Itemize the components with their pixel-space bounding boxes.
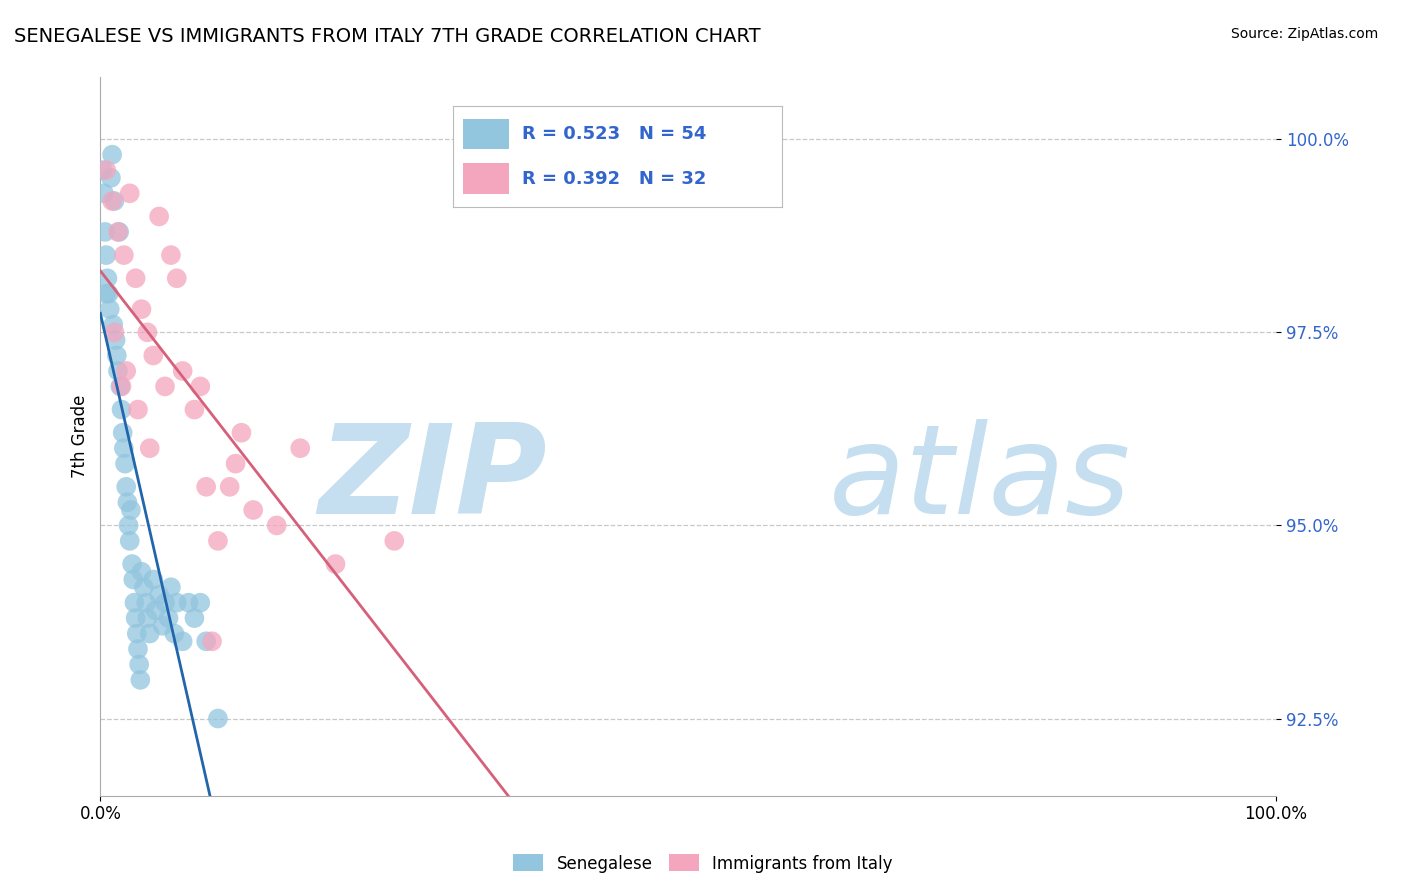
Point — [138, 441, 160, 455]
Point — [115, 480, 138, 494]
Point — [195, 480, 218, 494]
Point — [183, 611, 205, 625]
Point — [107, 225, 129, 239]
Point — [122, 573, 145, 587]
Point — [93, 186, 115, 201]
Point — [157, 611, 180, 625]
Point — [110, 379, 132, 393]
Point — [207, 712, 229, 726]
Point — [96, 163, 118, 178]
Point — [195, 634, 218, 648]
Point — [112, 248, 135, 262]
Point — [225, 457, 247, 471]
Point — [131, 565, 153, 579]
Point — [129, 673, 152, 687]
Point — [128, 657, 150, 672]
Point — [98, 302, 121, 317]
Point — [108, 225, 131, 239]
Point — [160, 248, 183, 262]
Point — [218, 480, 240, 494]
Point — [91, 163, 114, 178]
Point — [105, 349, 128, 363]
Point — [325, 557, 347, 571]
Point — [117, 518, 139, 533]
Point — [148, 210, 170, 224]
Point — [96, 248, 118, 262]
Point — [177, 596, 200, 610]
Legend: Senegalese, Immigrants from Italy: Senegalese, Immigrants from Italy — [506, 847, 900, 880]
Point — [266, 518, 288, 533]
Point — [124, 611, 146, 625]
Point — [103, 194, 125, 208]
Point — [153, 379, 176, 393]
Point — [107, 364, 129, 378]
Point — [94, 225, 117, 239]
Point — [131, 302, 153, 317]
Point — [104, 333, 127, 347]
Point — [166, 596, 188, 610]
Point — [145, 603, 167, 617]
Point — [138, 626, 160, 640]
Point — [117, 495, 139, 509]
Point — [132, 580, 155, 594]
Point — [163, 626, 186, 640]
Point — [100, 170, 122, 185]
Point — [127, 642, 149, 657]
Point — [101, 147, 124, 161]
Point — [160, 580, 183, 594]
Point — [148, 588, 170, 602]
Point — [124, 596, 146, 610]
Text: SENEGALESE VS IMMIGRANTS FROM ITALY 7TH GRADE CORRELATION CHART: SENEGALESE VS IMMIGRANTS FROM ITALY 7TH … — [14, 27, 761, 45]
Point — [101, 194, 124, 208]
Point — [207, 533, 229, 548]
Point — [120, 503, 142, 517]
Point — [124, 271, 146, 285]
Point — [121, 557, 143, 571]
Text: atlas: atlas — [830, 419, 1132, 541]
Point — [231, 425, 253, 440]
Point — [136, 611, 159, 625]
Point — [111, 425, 134, 440]
Point — [118, 186, 141, 201]
Point — [142, 573, 165, 587]
Point — [110, 402, 132, 417]
Point — [201, 634, 224, 648]
Point — [153, 596, 176, 610]
Point — [135, 596, 157, 610]
Point — [290, 441, 312, 455]
Y-axis label: 7th Grade: 7th Grade — [72, 395, 89, 478]
Point — [103, 318, 125, 332]
Point — [166, 271, 188, 285]
Point — [172, 634, 194, 648]
Point — [136, 326, 159, 340]
Text: Source: ZipAtlas.com: Source: ZipAtlas.com — [1230, 27, 1378, 41]
Point — [152, 619, 174, 633]
Text: ZIP: ZIP — [318, 419, 547, 541]
Point — [382, 533, 405, 548]
Point — [127, 402, 149, 417]
Point — [112, 441, 135, 455]
Point — [115, 364, 138, 378]
Point — [242, 503, 264, 517]
Point — [103, 326, 125, 340]
Point — [96, 271, 118, 285]
Point — [188, 379, 211, 393]
Point — [125, 626, 148, 640]
Point — [96, 286, 118, 301]
Point — [183, 402, 205, 417]
Point — [142, 349, 165, 363]
Point — [110, 379, 132, 393]
Point — [118, 533, 141, 548]
Point — [188, 596, 211, 610]
Point — [172, 364, 194, 378]
Point — [97, 286, 120, 301]
Point — [114, 457, 136, 471]
